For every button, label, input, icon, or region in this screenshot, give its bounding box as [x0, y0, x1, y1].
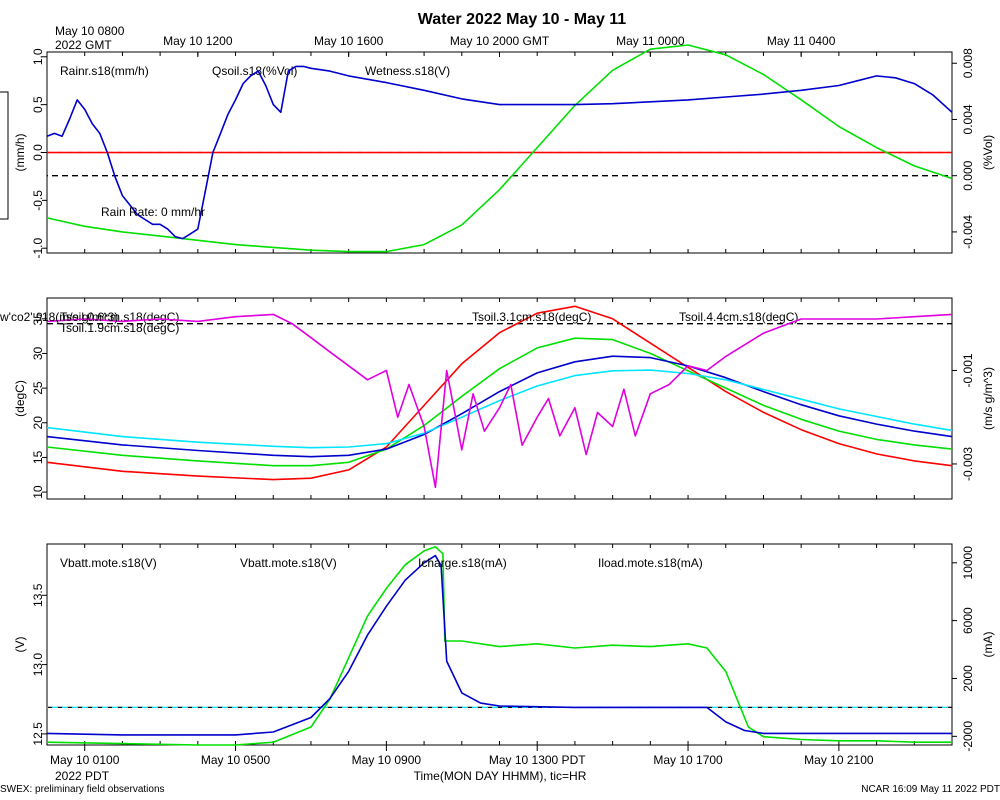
top-axis-tick-label: May 10 1600 — [314, 34, 384, 48]
chart-title: Water 2022 May 10 - May 11 — [418, 11, 627, 28]
y-right-tick-label: 6000 — [961, 607, 975, 634]
legend-entry: Tsoil.1.9cm.s18(degC) — [60, 321, 179, 335]
y-left-tick-label: 30 — [31, 346, 45, 360]
y-right-tick-label: -2000 — [961, 721, 975, 752]
y-right-axis-label: (m/s g/m^3) — [981, 367, 995, 430]
panel-frame — [46, 543, 953, 746]
top-axis-tick-label: May 11 0400 — [767, 34, 836, 48]
y-right-axis-label: (%Vol) — [981, 135, 995, 170]
y-right-axis-label: (mA) — [981, 632, 995, 658]
top-axis-tick-label: May 10 1200 — [163, 34, 233, 48]
y-right-tick-label: -0.001 — [961, 353, 975, 387]
legend-entry: Qsoil.s18(%Vol) — [212, 64, 297, 78]
y-right-tick-label: 0.000 — [961, 160, 975, 190]
series-line — [46, 313, 953, 489]
bottom-axis-tick-label: May 10 1700 — [653, 753, 723, 767]
top-axis-corner-label-1: May 10 0800 — [55, 24, 125, 38]
y-left-tick-label: -1.0 — [31, 238, 45, 259]
y-left-tick-label: 20 — [31, 416, 45, 430]
y-left-tick-label: 35 — [31, 312, 45, 326]
y-left-tick-label: 10 — [31, 485, 45, 499]
legend-entry: Tsoil.0.6cm.s18(degC) — [60, 310, 179, 324]
legend-entry: Rainr.s18(mm/h) — [60, 64, 149, 78]
legend-entry: Tsoil.3.1cm.s18(degC) — [472, 310, 591, 324]
top-axis-corner-label-2: 2022 GMT — [55, 38, 112, 52]
y-right-tick-label: 0.008 — [961, 48, 975, 78]
series-line — [46, 65, 953, 240]
y-left-tick-label: 25 — [31, 381, 45, 395]
legend-entry: Iload.mote.s18(mA) — [598, 556, 703, 570]
series-line — [46, 44, 953, 253]
y-right-tick-label: -0.004 — [961, 215, 975, 249]
y-left-tick-label: 0.0 — [31, 144, 45, 161]
x-axis-label: Time(MON DAY HHMM), tic=HR — [414, 769, 587, 783]
y-left-tick-label: 13.0 — [31, 653, 45, 677]
legend-entry: Vbatt.mote.s18(V) — [240, 556, 337, 570]
bottom-axis-corner-label: 2022 PDT — [55, 769, 110, 783]
y-left-tick-label: 0.5 — [31, 96, 45, 113]
bottom-axis-tick-label: May 10 2100 — [804, 753, 874, 767]
rain-rate-annotation: Rain Rate: 0 mm/hr — [101, 205, 205, 219]
bottom-axis-tick-label: May 10 0500 — [201, 753, 271, 767]
y-left-tick-label: 13.5 — [31, 583, 45, 607]
footer-left: SWEX: preliminary field observations — [0, 784, 165, 795]
legend-entry: Vbatt.mote.s18(V) — [60, 556, 157, 570]
legend-entry: Wetness.s18(V) — [365, 64, 450, 78]
bottom-axis-tick-label: May 10 0100 — [50, 753, 120, 767]
y-right-tick-label: 10000 — [961, 546, 975, 580]
series-line — [46, 355, 953, 458]
top-axis-tick-label: May 10 2000 GMT — [450, 34, 550, 48]
y-right-tick-label: 2000 — [961, 665, 975, 692]
legend-entry: w'co2'.s18(m/s g/m^3) — [0, 310, 118, 324]
left-edge-bracket — [0, 91, 9, 220]
series-line — [46, 545, 952, 746]
panel-frame — [46, 297, 953, 500]
y-left-tick-label: 15 — [31, 450, 45, 464]
y-left-tick-label: -0.5 — [31, 190, 45, 211]
top-axis-tick-label: May 11 0000 — [616, 34, 685, 48]
series-line — [46, 337, 953, 467]
y-right-tick-label: -0.003 — [961, 447, 975, 481]
bottom-axis-tick-label: May 10 1300 PDT — [489, 753, 586, 767]
legend-entry: Tsoil.4.4cm.s18(degC) — [679, 310, 798, 324]
y-left-tick-label: 1.0 — [31, 48, 45, 65]
bottom-axis-tick-label: May 10 0900 — [352, 753, 422, 767]
y-right-tick-label: 0.004 — [961, 104, 975, 134]
series-line — [46, 554, 952, 736]
y-left-axis-label: (V) — [13, 637, 27, 653]
legend-entry: Icharge.s18(mA) — [418, 556, 507, 570]
chart-marks: May 10 1200 May 10 1600 May 10 2000 GMT May… — [0, 34, 995, 767]
series-line — [46, 305, 953, 481]
y-left-tick-label: 12.5 — [31, 722, 45, 746]
footer-right: NCAR 16:09 May 11 2022 PDT — [861, 784, 1000, 795]
y-left-axis-label: (mm/h) — [13, 134, 27, 172]
y-left-axis-label: (degC) — [13, 380, 27, 417]
series-line — [46, 369, 953, 449]
